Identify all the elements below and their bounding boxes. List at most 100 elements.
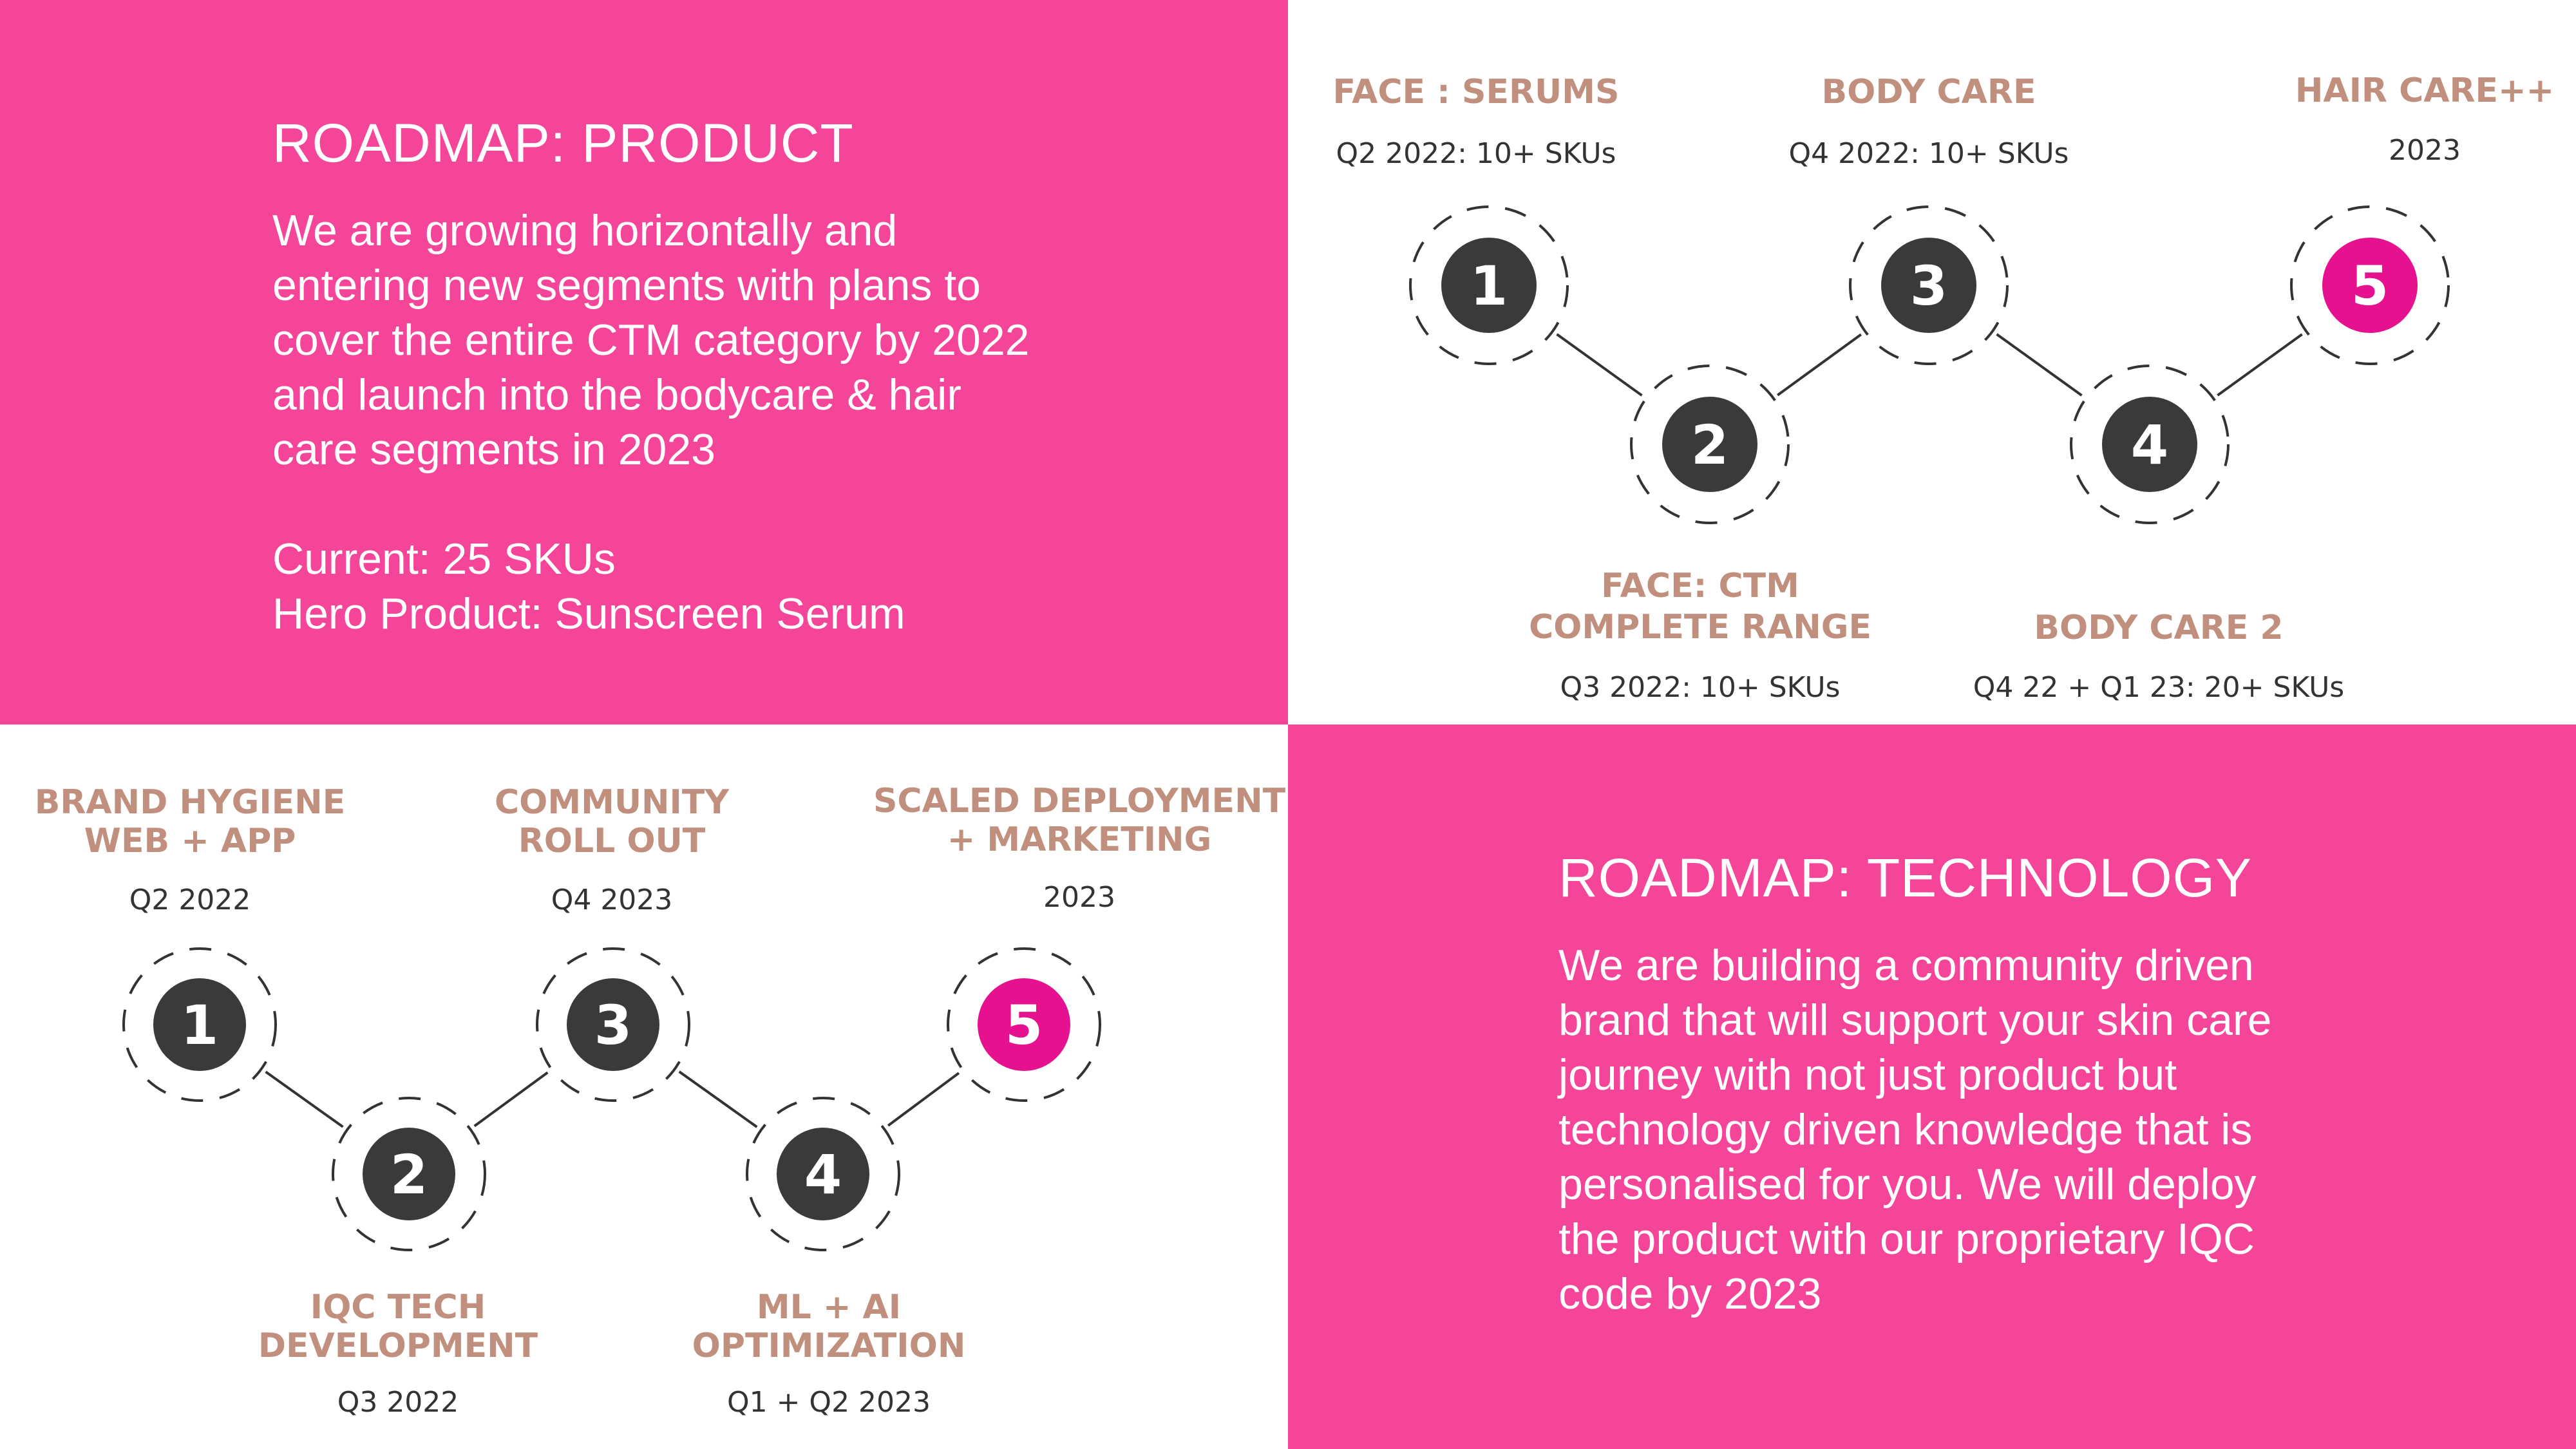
technology-body-line: We are building a community driven — [1558, 941, 2254, 990]
dashed-ring — [2290, 205, 2450, 365]
product-roadmap-diagram: 1 FACE : SERUMS Q2 2022: 10+ SKUs 2 FACE: CT… — [1333, 71, 2555, 704]
step-circle — [1441, 238, 1537, 333]
step-circle — [153, 978, 246, 1071]
step-heading: + MARKETING — [947, 820, 1212, 859]
technology-body-line: technology driven knowledge that is — [1558, 1105, 2253, 1155]
roadmap-step-5: 5 SCALED DEPLOYMENT+ MARKETING 2023 — [873, 782, 1286, 1102]
dashed-ring — [1630, 365, 1790, 524]
technology-body-line: the product with our proprietary IQC — [1558, 1215, 2255, 1264]
step-date: 2023 — [2389, 134, 2461, 167]
step-heading: OPTIMIZATION — [692, 1327, 966, 1365]
step-number: 1 — [181, 994, 218, 1057]
product-body-line: We are growing horizontally and — [272, 206, 898, 256]
step-circle — [1881, 238, 1976, 333]
step-heading: HAIR CARE++ — [2295, 71, 2554, 110]
step-heading: BODY CARE — [1822, 73, 2036, 111]
step-date: Q3 2022 — [337, 1386, 459, 1419]
step-number: 3 — [1910, 254, 1947, 317]
step-circle — [978, 978, 1070, 1071]
dashed-ring — [122, 947, 277, 1102]
connector-line — [887, 1072, 960, 1127]
step-date: Q3 2022: 10+ SKUs — [1560, 671, 1841, 704]
step-circle — [1662, 397, 1757, 492]
step-circle — [777, 1128, 869, 1220]
roadmap-step-3: 3 BODY CARE Q4 2022: 10+ SKUs — [1789, 73, 2069, 365]
step-date: Q2 2022: 10+ SKUs — [1336, 137, 1616, 170]
tech-roadmap-diagram-panel: 1 BRAND HYGIENE WEB + APP Q2 2022 2 IQC TECH D… — [0, 724, 1288, 1449]
connector-line — [473, 1071, 549, 1128]
step-heading: FACE : SERUMS — [1333, 73, 1620, 111]
step-number: 4 — [804, 1143, 842, 1206]
dashed-ring — [536, 947, 690, 1102]
dashed-ring — [947, 947, 1101, 1102]
step-number: 5 — [1005, 994, 1043, 1057]
product-body-line: care segments in 2023 — [272, 425, 715, 475]
product-text-block: ROADMAP: PRODUCT We are growing horizont… — [272, 113, 1174, 641]
product-body-line: entering new segments with plans to — [272, 261, 981, 310]
step-date: Q2 2022 — [129, 884, 251, 916]
product-body-line: cover the entire CTM category by 2022 — [272, 316, 1030, 365]
step-date: Q4 2023 — [551, 884, 673, 916]
connector-line — [2217, 333, 2303, 397]
step-number: 2 — [390, 1143, 428, 1206]
step-number: 4 — [2131, 413, 2168, 477]
step-circle — [363, 1128, 455, 1220]
step-number: 3 — [594, 994, 632, 1057]
technology-text-block: ROADMAP: TECHNOLOGY We are building a co… — [1558, 848, 2524, 1321]
product-body-line: and launch into the bodycare & hair — [272, 370, 961, 420]
product-roadmap-diagram-panel: 1 FACE : SERUMS Q2 2022: 10+ SKUs 2 FACE: CT… — [1288, 0, 2576, 724]
roadmap-step-1: 1 FACE : SERUMS Q2 2022: 10+ SKUs — [1333, 73, 1620, 365]
step-heading: SCALED DEPLOYMENT — [873, 782, 1286, 820]
step-heading: DEVELOPMENT — [258, 1327, 538, 1365]
technology-body-line: journey with not just product but — [1558, 1050, 2177, 1100]
step-number: 1 — [1470, 254, 1508, 317]
product-roadmap-text-panel: ROADMAP: PRODUCT We are growing horizont… — [0, 0, 1288, 724]
connector-line — [1996, 333, 2083, 397]
roadmap-step-4: 4 BODY CARE 2 Q4 22 + Q1 23: 20+ SKUs — [1973, 365, 2344, 704]
step-number: 5 — [2351, 254, 2389, 317]
step-heading: ML + AI — [757, 1288, 901, 1327]
technology-body-line: personalised for you. We will deploy — [1558, 1160, 2257, 1209]
step-heading: IQC TECH — [310, 1288, 486, 1327]
step-date: Q4 22 + Q1 23: 20+ SKUs — [1973, 671, 2344, 704]
product-current-skus: Current: 25 SKUs — [272, 535, 616, 584]
step-heading: COMPLETE RANGE — [1529, 608, 1871, 647]
dashed-ring — [1409, 205, 1569, 365]
product-hero: Hero Product: Sunscreen Serum — [272, 589, 905, 639]
dashed-ring — [2070, 365, 2230, 524]
connector-line — [1777, 333, 1862, 397]
step-circle — [2322, 238, 2418, 333]
step-date: Q1 + Q2 2023 — [727, 1386, 931, 1419]
step-heading: FACE: CTM — [1601, 567, 1799, 605]
step-date: 2023 — [1043, 881, 1115, 914]
step-number: 2 — [1691, 413, 1728, 477]
step-heading: BODY CARE 2 — [2034, 609, 2283, 647]
connector-line — [265, 1070, 344, 1128]
step-circle — [2102, 397, 2197, 492]
technology-roadmap-title: ROADMAP: TECHNOLOGY — [1558, 848, 2252, 908]
dashed-ring — [332, 1097, 486, 1251]
product-roadmap-title: ROADMAP: PRODUCT — [272, 113, 854, 173]
technology-roadmap-text-panel: ROADMAP: TECHNOLOGY We are building a co… — [1288, 724, 2576, 1449]
connector-line — [1556, 333, 1643, 397]
step-date: Q4 2022: 10+ SKUs — [1789, 137, 2069, 170]
paragraph-gap — [272, 477, 1174, 532]
technology-body-line: code by 2023 — [1558, 1269, 1822, 1319]
step-heading: WEB + APP — [84, 822, 296, 860]
product-roadmap-body: We are growing horizontally and entering… — [272, 204, 1174, 641]
step-circle — [567, 978, 659, 1071]
dashed-ring — [746, 1097, 900, 1251]
step-heading: COMMUNITY — [495, 783, 730, 822]
technology-roadmap-body: We are building a community driven brand… — [1558, 938, 2524, 1321]
connector-line — [678, 1070, 758, 1128]
dashed-ring — [1849, 205, 2009, 365]
step-heading: BRAND HYGIENE — [35, 783, 345, 822]
step-heading: ROLL OUT — [518, 822, 706, 860]
technology-body-line: brand that will support your skin care — [1558, 996, 2272, 1045]
